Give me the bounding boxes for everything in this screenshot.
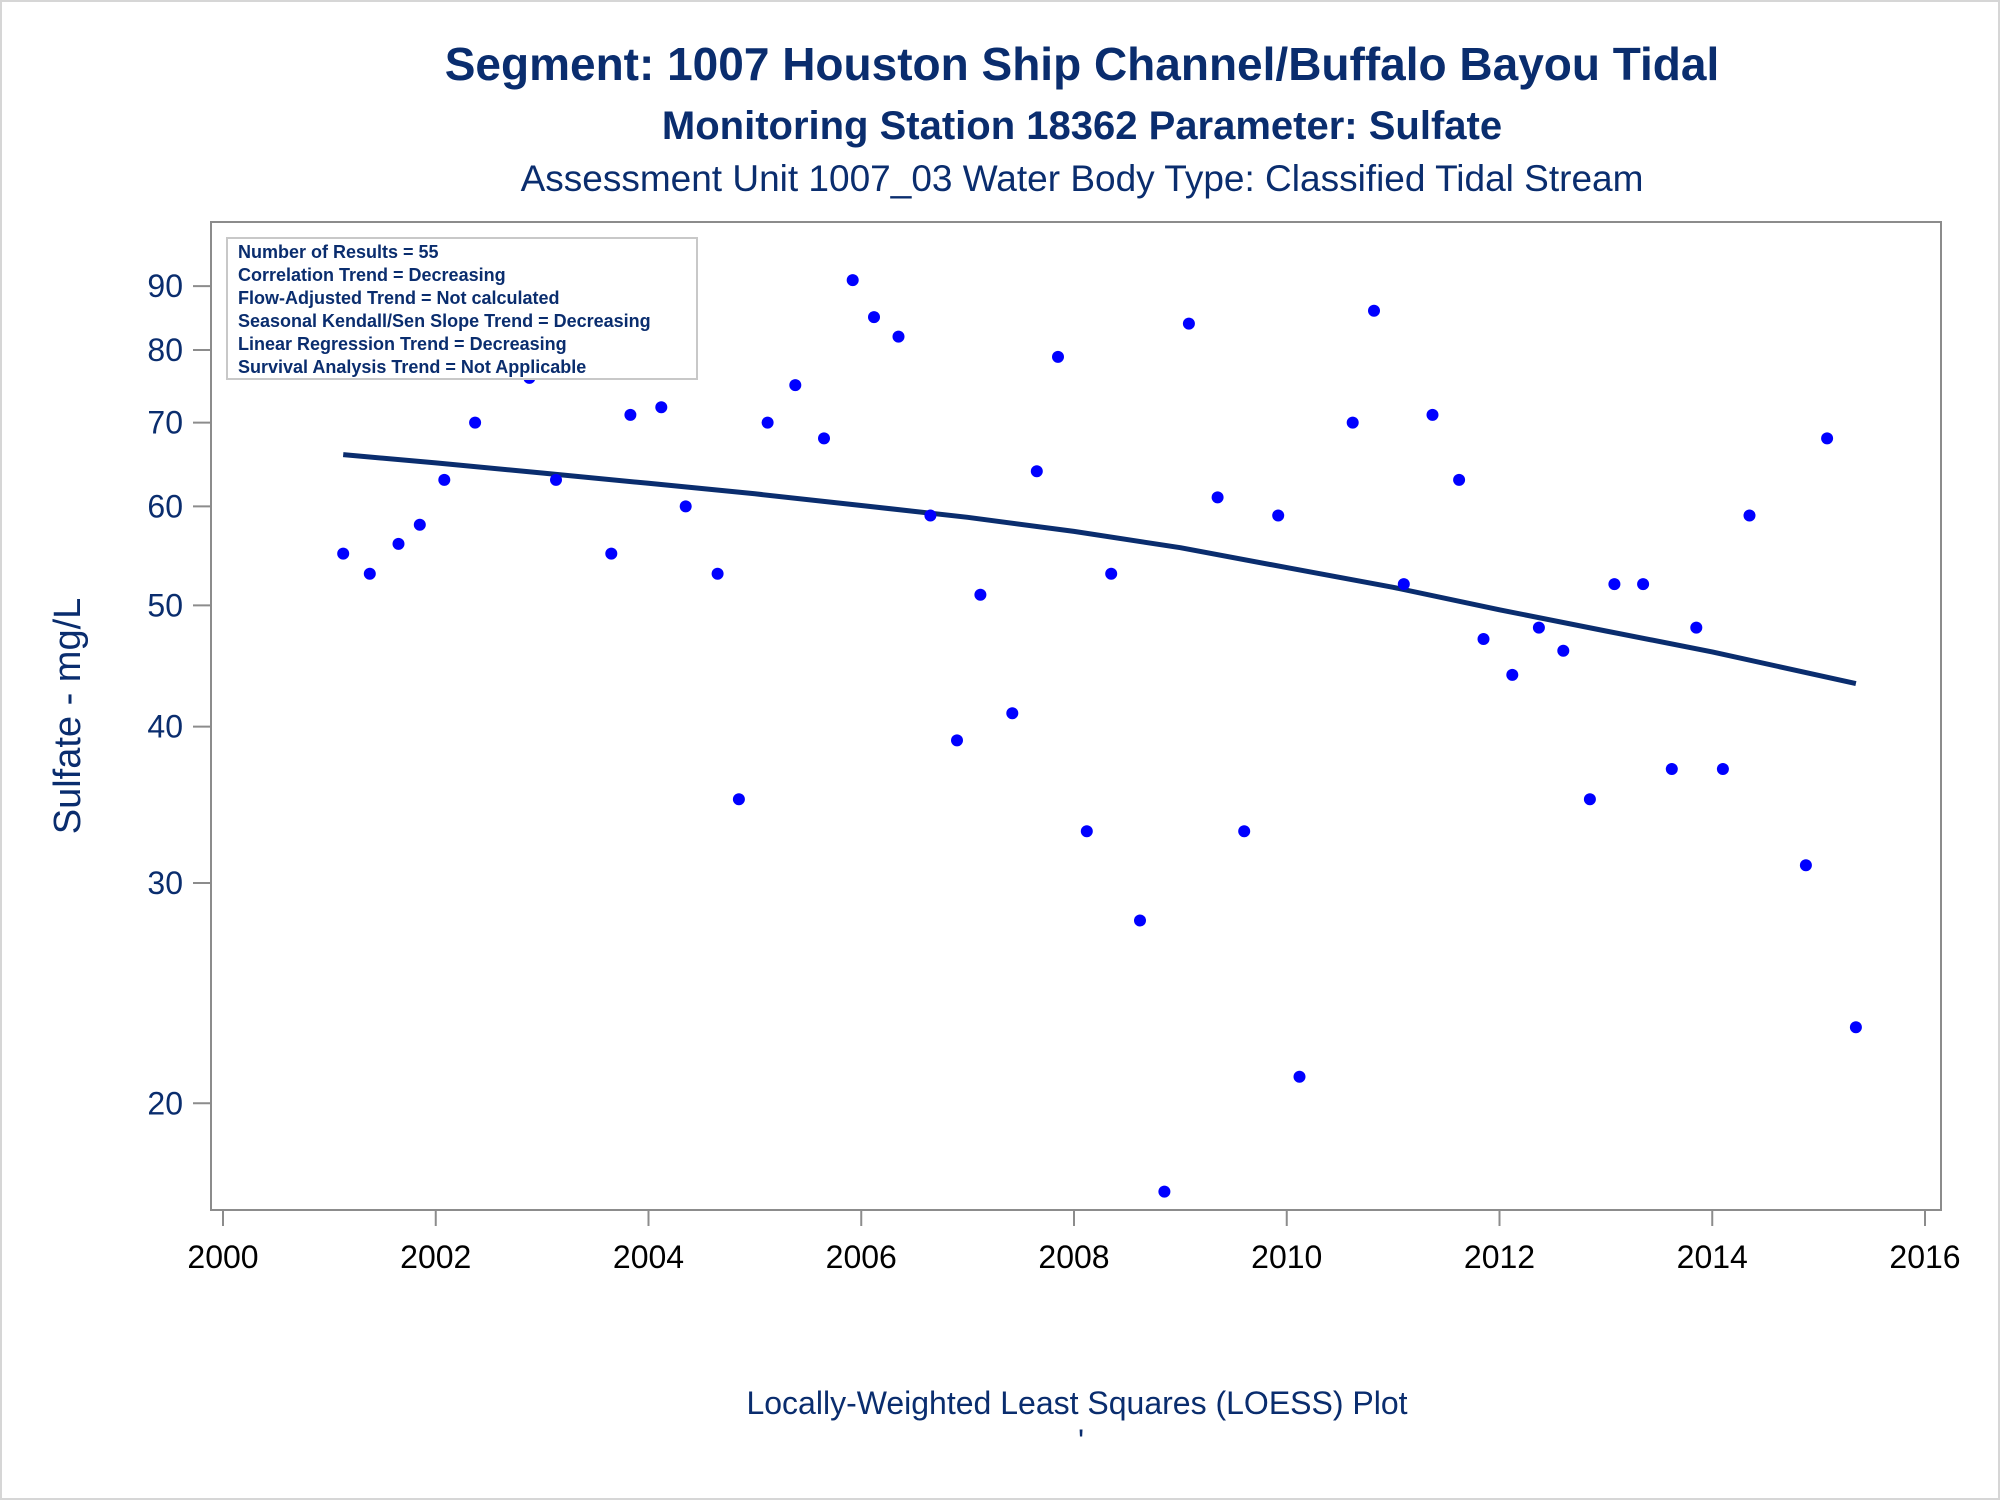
chart-subtitle: Monitoring Station 18362 Parameter: Sulf… (662, 104, 1502, 148)
x-tick-label: 2016 (1889, 1239, 1960, 1275)
y-axis: 20 30 40 50 60 70 80 90 (147, 268, 211, 1121)
data-point (413, 518, 426, 531)
data-point (761, 416, 774, 429)
data-point (624, 408, 637, 421)
data-point (1608, 578, 1621, 591)
x-axis: 2000 2002 2004 2006 2008 2010 2012 2014 2016 (187, 1210, 1961, 1275)
y-axis-label: Sulfate - mg/L (47, 598, 89, 835)
stats-line: Linear Regression Trend = Decreasing (238, 334, 567, 354)
data-point (846, 274, 859, 287)
y-tick-label: 30 (147, 865, 183, 901)
data-point (1080, 825, 1093, 838)
data-point (1272, 509, 1285, 522)
y-tick-label: 80 (147, 332, 183, 368)
data-point (1211, 491, 1224, 504)
data-point (1506, 668, 1519, 681)
data-point (1637, 578, 1650, 591)
data-point (550, 473, 562, 486)
data-point (1477, 633, 1490, 645)
stats-box: Number of Results = 55 Correlation Trend… (226, 237, 698, 380)
stats-box-frame (226, 237, 698, 380)
data-point (679, 500, 692, 513)
data-point (1158, 1185, 1171, 1198)
data-point (1799, 859, 1812, 872)
y-tick-label: 70 (147, 405, 183, 441)
stats-line: Seasonal Kendall/Sen Slope Trend = Decre… (238, 311, 651, 331)
data-point (1293, 1070, 1306, 1083)
data-point (868, 311, 880, 324)
y-tick-label: 60 (147, 488, 183, 524)
data-point (1426, 408, 1439, 421)
x-tick-label: 2000 (187, 1239, 258, 1275)
data-point (974, 588, 987, 601)
data-point (818, 432, 830, 445)
plot-area (210, 221, 1942, 1211)
data-point (1821, 432, 1834, 445)
data-point (363, 567, 376, 580)
stats-line: Number of Results = 55 (238, 242, 439, 262)
data-point (1743, 509, 1756, 522)
x-tick-label: 2006 (826, 1239, 897, 1275)
data-point (1052, 350, 1064, 363)
data-point (655, 401, 668, 414)
scatter-points-layer (337, 274, 1862, 1198)
data-point (337, 547, 350, 560)
data-point (1105, 567, 1118, 580)
stats-line: Survival Analysis Trend = Not Applicable (238, 357, 586, 377)
x-tick-label: 2012 (1464, 1239, 1535, 1275)
data-point (711, 567, 724, 580)
data-point (924, 509, 937, 522)
data-point (1557, 644, 1570, 657)
data-point (1849, 1021, 1862, 1034)
y-tick-label: 50 (147, 587, 183, 623)
data-point (469, 416, 482, 429)
x-tick-label: 2002 (400, 1239, 471, 1275)
x-tick-label: 2008 (1038, 1239, 1109, 1275)
data-point (1583, 793, 1596, 806)
data-point (1346, 416, 1359, 429)
data-point (1006, 707, 1019, 720)
data-point (789, 379, 802, 392)
footnote: Locally-Weighted Least Squares (LOESS) P… (746, 1385, 1407, 1421)
x-tick-label: 2004 (613, 1239, 684, 1275)
y-tick-label: 40 (147, 709, 183, 745)
data-point (1134, 914, 1146, 927)
data-point (1453, 473, 1466, 486)
chart-title: Segment: 1007 Houston Ship Channel/Buffa… (445, 38, 1720, 90)
stats-line: Correlation Trend = Decreasing (238, 265, 506, 285)
data-point (951, 734, 963, 747)
data-point (1690, 621, 1703, 634)
x-tick-label: 2014 (1677, 1239, 1748, 1275)
data-point (1532, 621, 1545, 634)
x-tick-label: 2010 (1251, 1239, 1322, 1275)
data-point (605, 547, 618, 560)
data-point (392, 537, 405, 550)
data-point (1368, 304, 1380, 317)
y-tick-label: 90 (147, 268, 183, 304)
loess-trend-layer (342, 452, 1857, 687)
data-point (732, 793, 745, 806)
data-point (438, 473, 451, 486)
data-point (892, 330, 905, 343)
loess-trend-line (342, 452, 1857, 687)
data-point (1030, 465, 1043, 478)
data-point (1182, 317, 1195, 330)
chart-subtitle-2: Assessment Unit 1007_03 Water Body Type:… (521, 158, 1644, 199)
data-point (1238, 825, 1251, 838)
stats-line: Flow-Adjusted Trend = Not calculated (238, 288, 560, 308)
footnote-mark: ' (1078, 1423, 1084, 1459)
data-point (1716, 763, 1729, 775)
data-point (1665, 763, 1678, 775)
data-point (1397, 578, 1410, 591)
y-tick-label: 20 (147, 1085, 183, 1121)
